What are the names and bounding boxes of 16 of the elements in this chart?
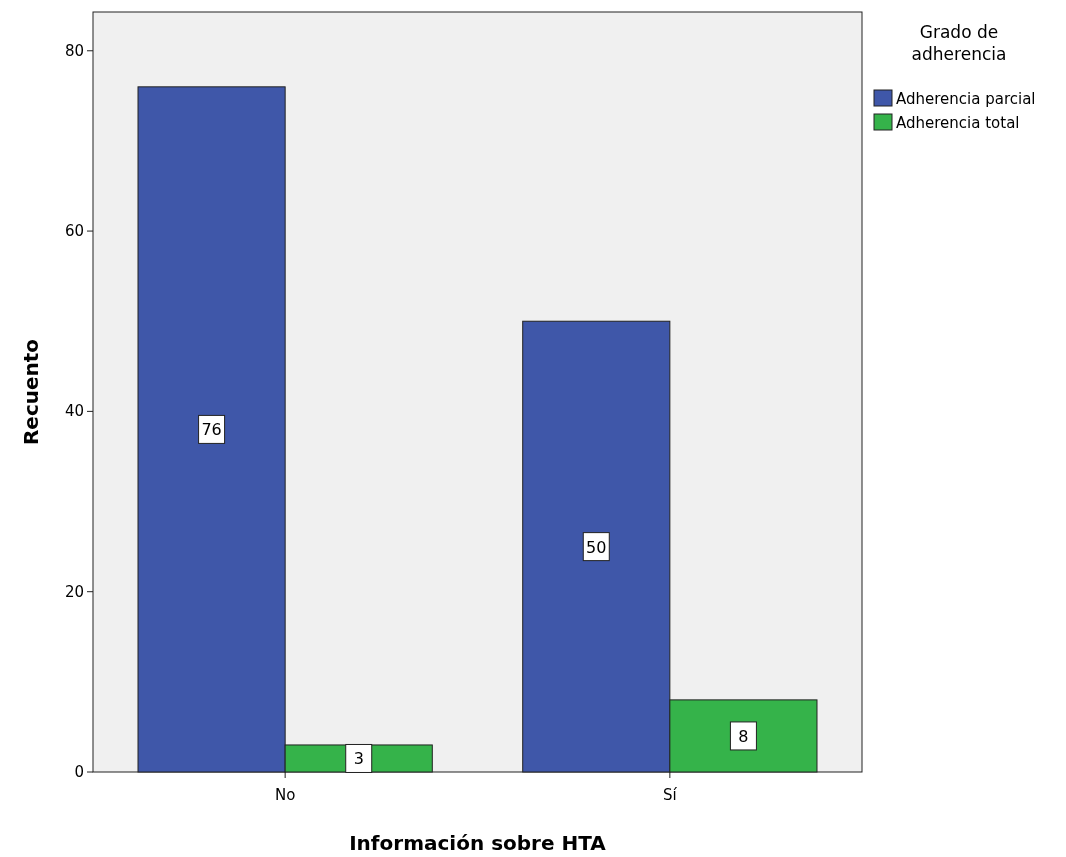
legend-title: Grado de adherencia [911,22,1007,64]
data-label: 8 [738,726,749,746]
x-axis-title: Información sobre HTA [349,831,607,855]
data-label: 76 [201,420,222,440]
y-tick-label: 0 [74,763,84,781]
y-axis-title: Recuento [19,338,43,446]
legend-label: Adherencia parcial [896,90,1036,108]
y-tick-label: 40 [64,402,84,421]
data-label: 3 [353,749,364,769]
legend-label: Adherencia total [896,114,1020,132]
x-tick-label: Sí [662,786,678,804]
x-tick-label: No [274,786,296,804]
y-tick-label: 80 [64,41,84,60]
data-label: 50 [586,537,607,557]
y-tick-label: 20 [64,582,84,601]
y-tick-label: 60 [64,222,84,241]
